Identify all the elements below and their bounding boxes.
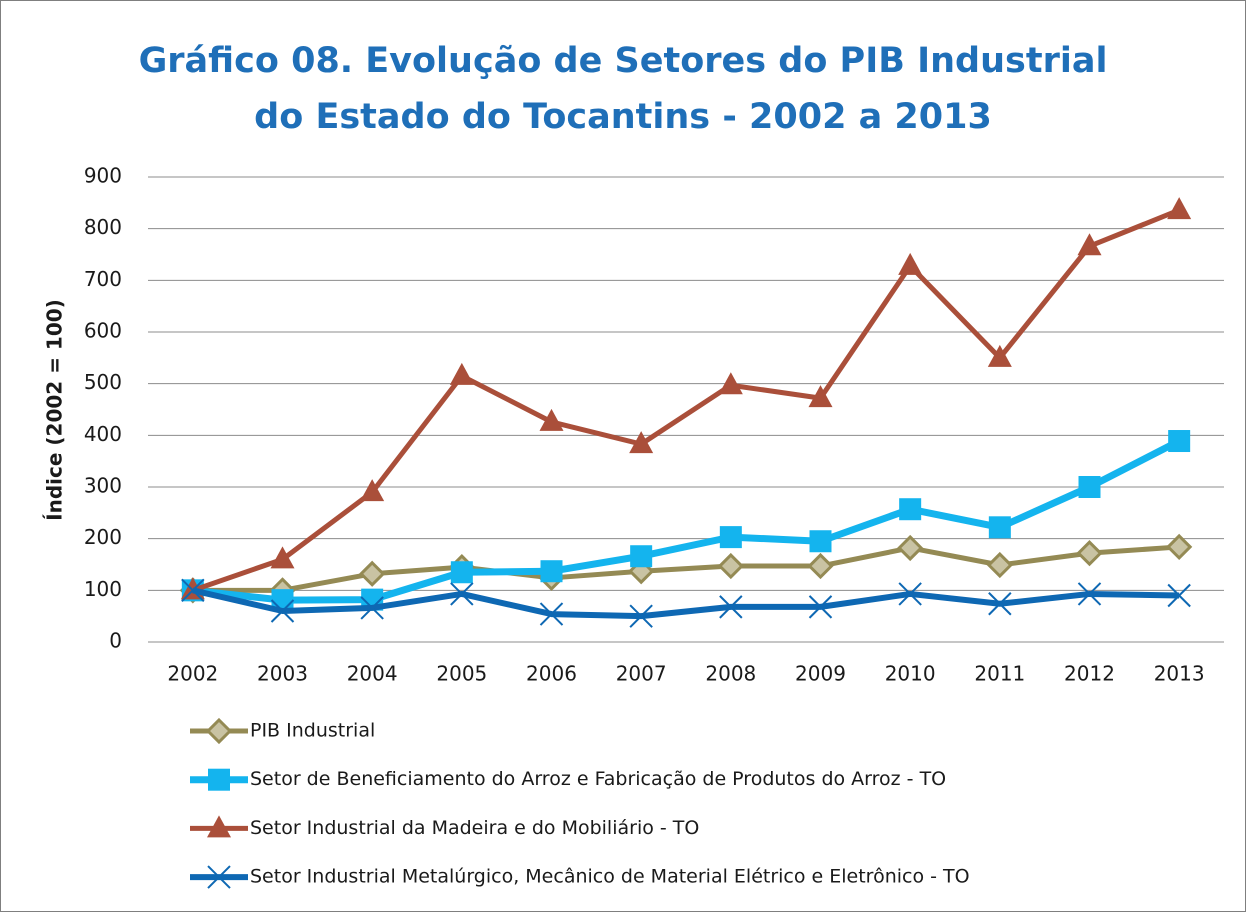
y-tick-label: 800 [84,215,122,239]
marker [630,545,653,568]
marker [807,552,834,580]
y-tick-label: 400 [84,422,122,446]
marker [986,551,1013,579]
marker [1166,533,1193,561]
marker [719,526,742,549]
marker [270,599,295,623]
marker [450,561,473,584]
marker [360,479,385,502]
marker [988,592,1012,616]
marker [1076,540,1103,567]
marker [899,498,922,521]
marker [539,408,564,431]
y-tick-label: 500 [84,370,122,394]
marker [717,552,744,580]
marker [809,530,832,553]
chart-title: Gráfico 08. Evolução de Setores do PIB I… [139,41,1108,81]
marker [987,344,1012,367]
x-tick-label: 2010 [885,662,936,686]
marker [181,578,205,603]
marker [897,534,924,562]
y-tick-label: 0 [109,629,122,653]
marker [808,385,833,408]
x-tick-label: 2012 [1064,662,1115,686]
marker [898,252,923,275]
marker [1077,582,1102,606]
x-tick-label: 2009 [795,662,846,686]
marker [360,596,384,620]
x-tick-label: 2008 [705,662,756,686]
marker [1167,197,1192,220]
marker [449,362,474,385]
x-tick-label: 2007 [616,662,667,686]
marker [718,372,743,395]
y-tick-label: 700 [84,267,122,291]
marker [1168,430,1191,453]
legend-marker [205,717,233,745]
marker [1078,476,1101,498]
legend-label: Setor de Beneficiamento do Arroz e Fabri… [250,768,946,790]
marker [629,604,653,628]
series-line [192,587,1180,620]
x-tick-label: 2003 [257,662,308,686]
y-tick-label: 300 [84,474,122,498]
marker [539,602,564,626]
marker [988,516,1011,539]
marker [540,560,563,583]
y-tick-label: 100 [84,577,122,601]
marker [359,560,386,587]
marker [808,595,833,619]
marker [629,431,654,454]
legend-marker [208,768,230,791]
legend-label: Setor Industrial da Madeira e do Mobiliá… [250,817,699,839]
marker [270,546,295,569]
marker [1167,583,1191,608]
y-tick-label: 900 [84,164,122,188]
marker [719,595,743,619]
y-tick-label: 600 [84,319,122,343]
series-line [192,544,1180,593]
x-tick-label: 2002 [167,662,218,686]
legend-label: PIB Industrial [250,720,375,742]
legend-marker [207,815,231,838]
x-tick-label: 2013 [1154,662,1205,686]
legend-marker [207,865,231,889]
y-axis-label: Índice (2002 = 100) [43,299,67,521]
y-tick-label: 200 [84,525,122,549]
legend-label: Setor Industrial Metalúrgico, Mecânico d… [250,866,970,888]
series-line [192,207,1181,593]
x-tick-label: 2011 [974,662,1025,686]
marker [450,582,474,606]
series-line [192,437,1181,604]
marker [1077,233,1102,256]
marker [898,582,922,606]
x-tick-label: 2004 [347,662,398,686]
chart-title: do Estado do Tocantins - 2002 a 2013 [254,97,992,137]
x-tick-label: 2006 [526,662,577,686]
x-tick-label: 2005 [436,662,487,686]
